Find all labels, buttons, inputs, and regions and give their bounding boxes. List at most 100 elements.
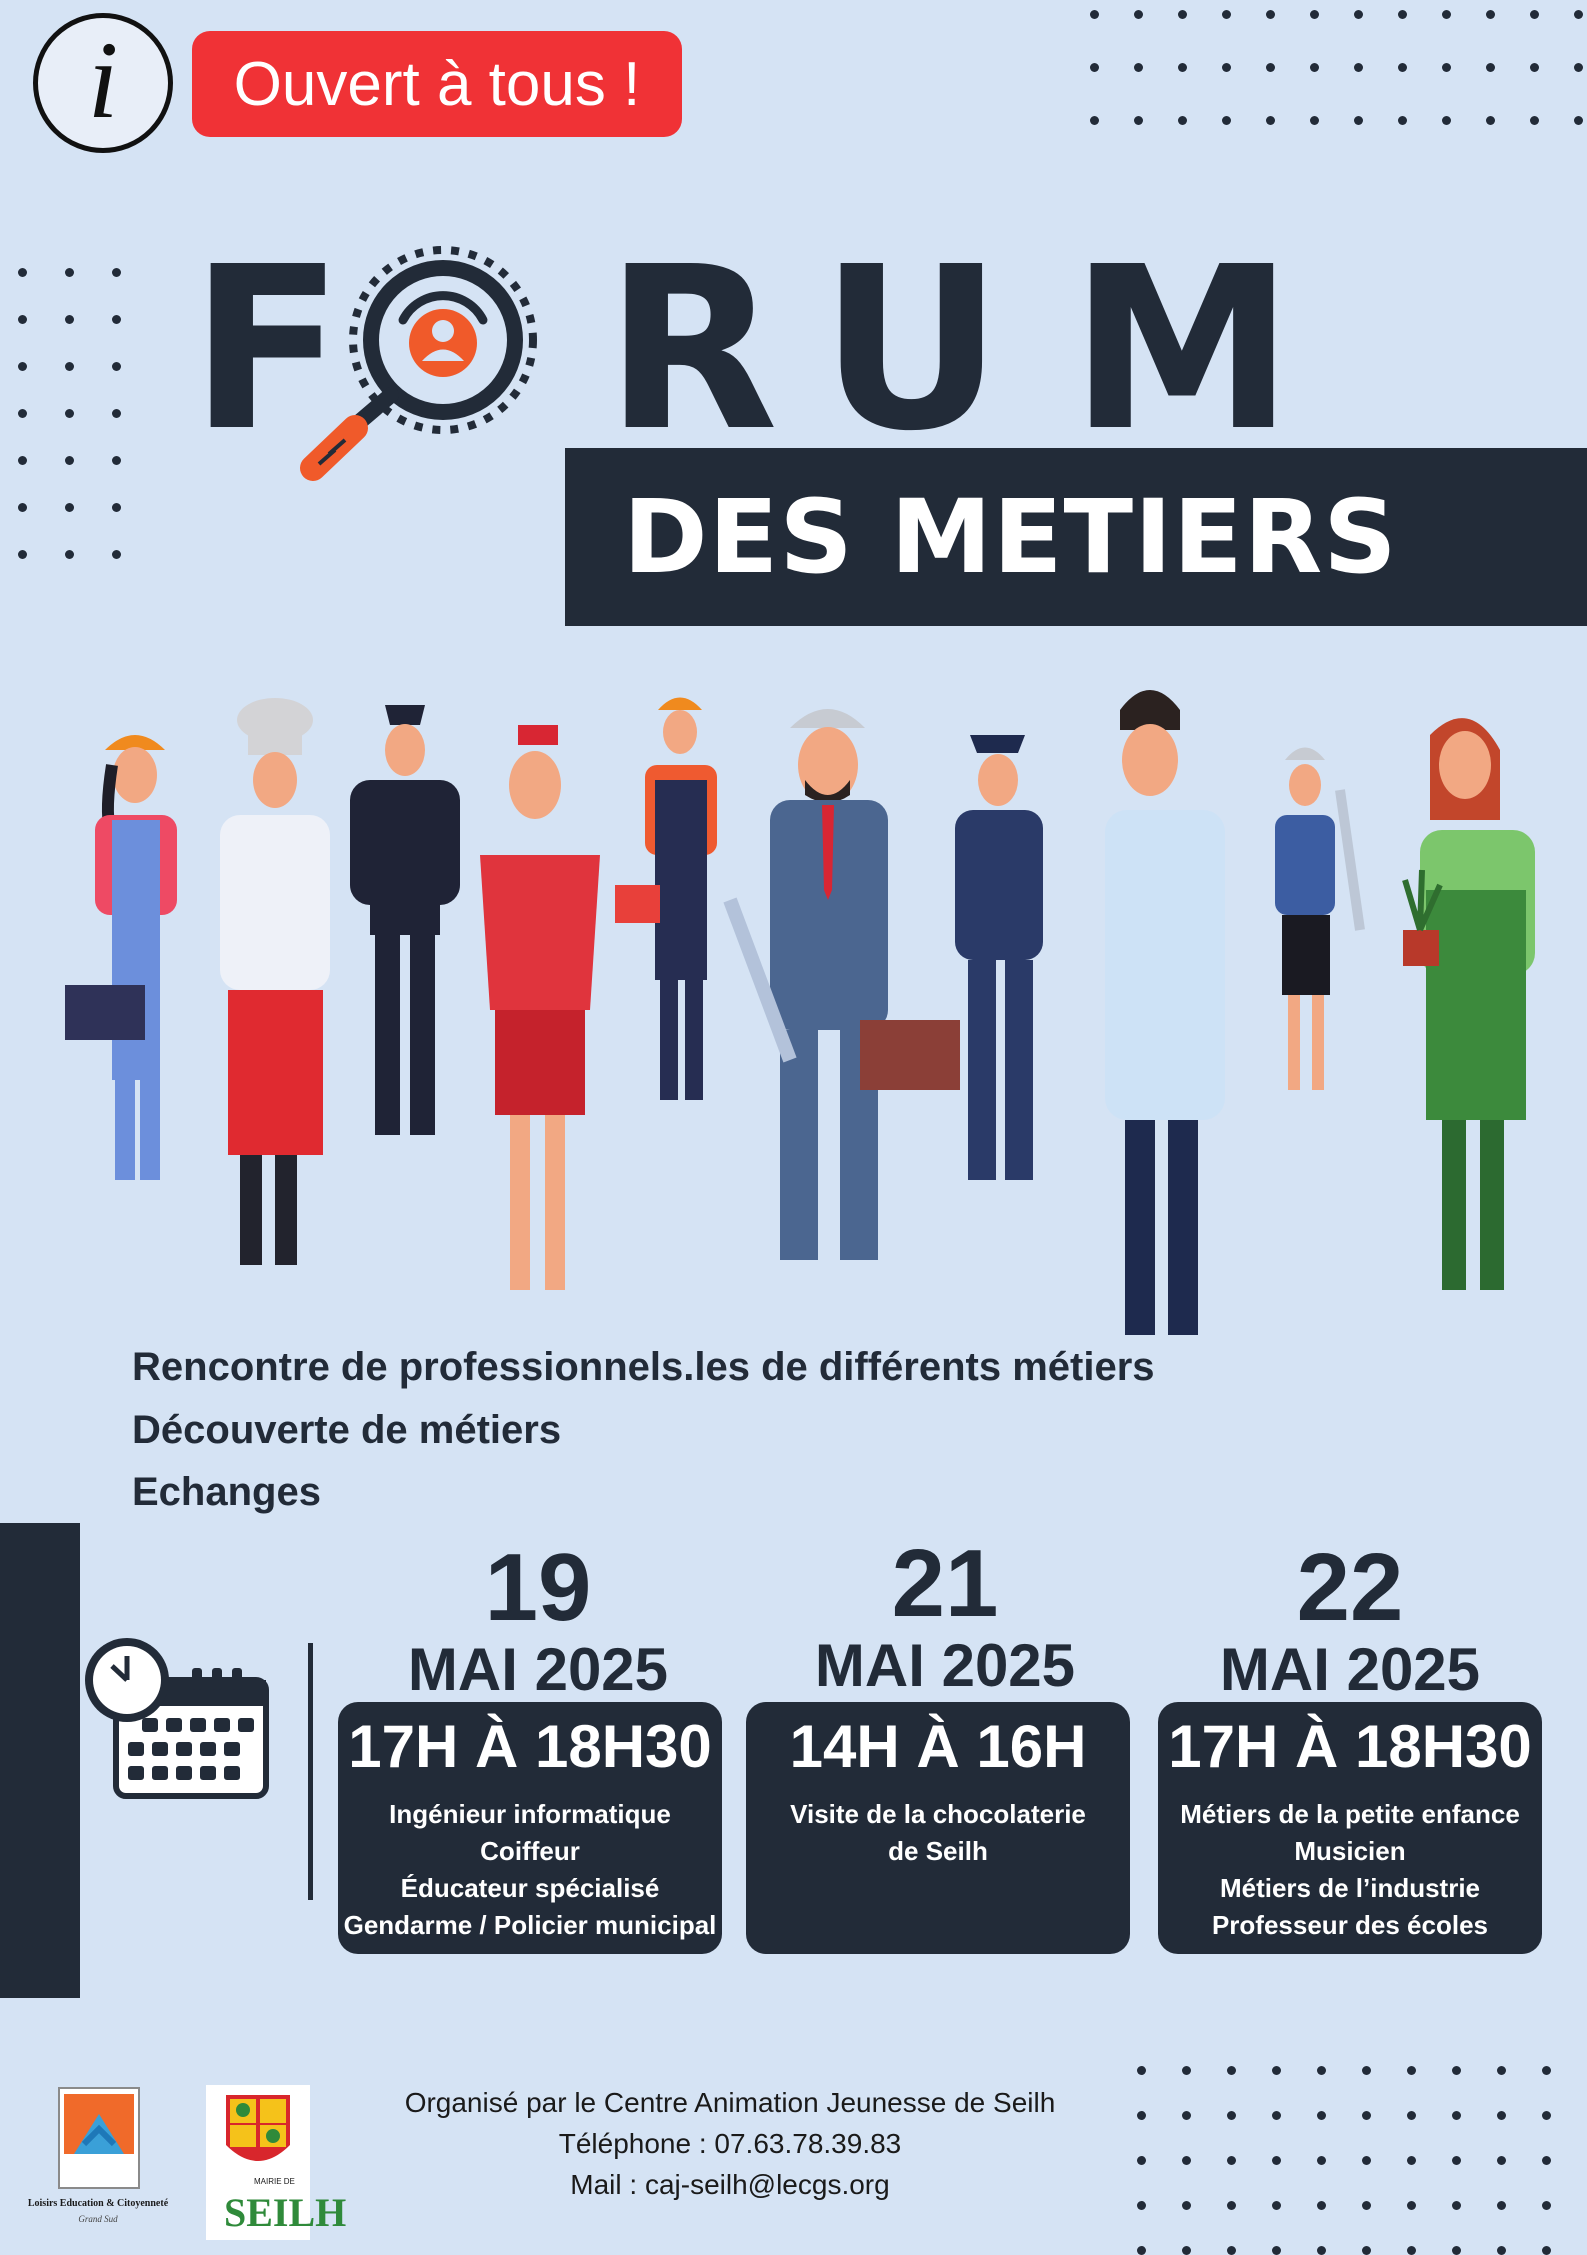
- flight-attendant-figure: [480, 725, 600, 1290]
- decorative-dot: [1182, 2156, 1191, 2165]
- decorative-dot: [1497, 2201, 1506, 2210]
- topic: Visite de la chocolaterie: [790, 1799, 1086, 1829]
- session-topics: Métiers de la petite enfance Musicien Mé…: [1158, 1796, 1542, 1944]
- topic: de Seilh: [888, 1836, 988, 1866]
- decorative-dot: [1542, 2246, 1551, 2255]
- schedule-accent-bar: [0, 1523, 80, 1998]
- decorative-dot: [1090, 63, 1099, 72]
- decorative-dot: [1182, 2066, 1191, 2075]
- chef-figure: [220, 698, 330, 1265]
- decorative-dot: [1486, 116, 1495, 125]
- lecgs-logo-region: Grand Sud: [78, 2214, 118, 2224]
- session-time: 17H À 18H30: [1168, 1713, 1532, 1780]
- decorative-dot: [1227, 2156, 1236, 2165]
- decorative-dot: [1266, 63, 1275, 72]
- decorative-dot: [1222, 10, 1231, 19]
- decorative-dot: [1266, 116, 1275, 125]
- decorative-dot: [112, 503, 121, 512]
- decorative-dot: [1227, 2246, 1236, 2255]
- decorative-dot: [1134, 10, 1143, 19]
- decorative-dot: [1398, 116, 1407, 125]
- decorative-dot: [1530, 10, 1539, 19]
- schedule-divider: [308, 1643, 313, 1900]
- date-day: 19: [484, 1534, 592, 1641]
- decorative-dot: [1497, 2111, 1506, 2120]
- session-card-2: 14H À 16H Visite de la chocolaterie de S…: [746, 1702, 1130, 1954]
- forum-letter-m: M: [1070, 219, 1294, 481]
- decorative-dot: [18, 550, 27, 559]
- decorative-dot: [112, 409, 121, 418]
- seilh-label: SEILH: [224, 2190, 347, 2235]
- organizer-text: Organisé par le Centre Animation Jeuness…: [404, 2087, 1056, 2118]
- date-block-2: 21 MAI 2025: [745, 1536, 1145, 1696]
- decorative-dot: [1272, 2201, 1281, 2210]
- decorative-dot: [1178, 63, 1187, 72]
- decorative-dot: [1182, 2246, 1191, 2255]
- decorative-dot: [1362, 2156, 1371, 2165]
- decorative-dot: [1452, 2066, 1461, 2075]
- decorative-dot: [65, 315, 74, 324]
- decorative-dot: [1542, 2111, 1551, 2120]
- decorative-dot: [112, 362, 121, 371]
- decorative-dot: [1398, 10, 1407, 19]
- forum-letter-u: U: [820, 219, 1003, 481]
- decorative-dot: [1452, 2246, 1461, 2255]
- session-time: 17H À 18H30: [348, 1713, 712, 1780]
- decorative-dot: [1227, 2111, 1236, 2120]
- decorative-dot: [1362, 2246, 1371, 2255]
- decorative-dot: [112, 550, 121, 559]
- lecgs-logo-mark: [58, 2087, 140, 2189]
- decorative-dot: [1442, 63, 1451, 72]
- decorative-dot: [1272, 2111, 1281, 2120]
- session-time: 14H À 16H: [789, 1713, 1087, 1780]
- decorative-dot: [1497, 2246, 1506, 2255]
- decorative-dot: [1178, 10, 1187, 19]
- decorative-dot: [1497, 2156, 1506, 2165]
- decorative-dot: [1317, 2111, 1326, 2120]
- businessman-figure: [723, 709, 960, 1260]
- decorative-dot: [1542, 2156, 1551, 2165]
- decorative-dot: [1362, 2111, 1371, 2120]
- engineer-woman-figure: [1275, 747, 1365, 1090]
- email-text[interactable]: Mail : caj-seilh@lecgs.org: [570, 2169, 890, 2200]
- decorative-dot: [1407, 2066, 1416, 2075]
- pilot-figure: [955, 735, 1043, 1180]
- decorative-dot: [18, 268, 27, 277]
- highlight-meeting: Rencontre de professionnels.les de diffé…: [132, 1345, 1155, 1389]
- decorative-dot: [1272, 2246, 1281, 2255]
- decorative-dot: [65, 456, 74, 465]
- decorative-dot: [1227, 2066, 1236, 2075]
- decorative-dot: [65, 409, 74, 418]
- decorative-dot: [1574, 10, 1583, 19]
- topic: Musicien: [1294, 1836, 1406, 1866]
- forum-letter-r: R: [605, 219, 779, 481]
- magnifier-person-icon: [300, 246, 537, 481]
- decorative-dot: [1354, 116, 1363, 125]
- decorative-dot: [1486, 63, 1495, 72]
- decorative-dot: [1452, 2111, 1461, 2120]
- decorative-dot: [1542, 2201, 1551, 2210]
- decorative-dot: [1317, 2246, 1326, 2255]
- decorative-dot: [1354, 10, 1363, 19]
- decorative-dot: [1407, 2201, 1416, 2210]
- decorative-dot: [1222, 63, 1231, 72]
- decorative-dot: [1398, 63, 1407, 72]
- decorative-dot: [1362, 2201, 1371, 2210]
- decorative-dot: [1317, 2156, 1326, 2165]
- decorative-dot: [1574, 116, 1583, 125]
- decorative-dot: [65, 362, 74, 371]
- mairie-label: MAIRIE DE: [254, 2177, 295, 2186]
- highlight-exchanges: Echanges: [132, 1470, 321, 1514]
- decorative-dot: [1310, 10, 1319, 19]
- decorative-dot: [1090, 10, 1099, 19]
- decorative-dot: [1407, 2111, 1416, 2120]
- info-icon: i: [33, 13, 173, 153]
- calendar-clock-icon: [85, 1638, 269, 1799]
- topic: Métiers de l’industrie: [1219, 1873, 1481, 1903]
- decorative-dot: [1137, 2201, 1146, 2210]
- dot-grid-top-right: [1090, 10, 1583, 125]
- construction-worker-figure: [615, 697, 717, 1100]
- decorative-dot: [65, 503, 74, 512]
- decorative-dot: [112, 456, 121, 465]
- date-day: 22: [1296, 1534, 1404, 1641]
